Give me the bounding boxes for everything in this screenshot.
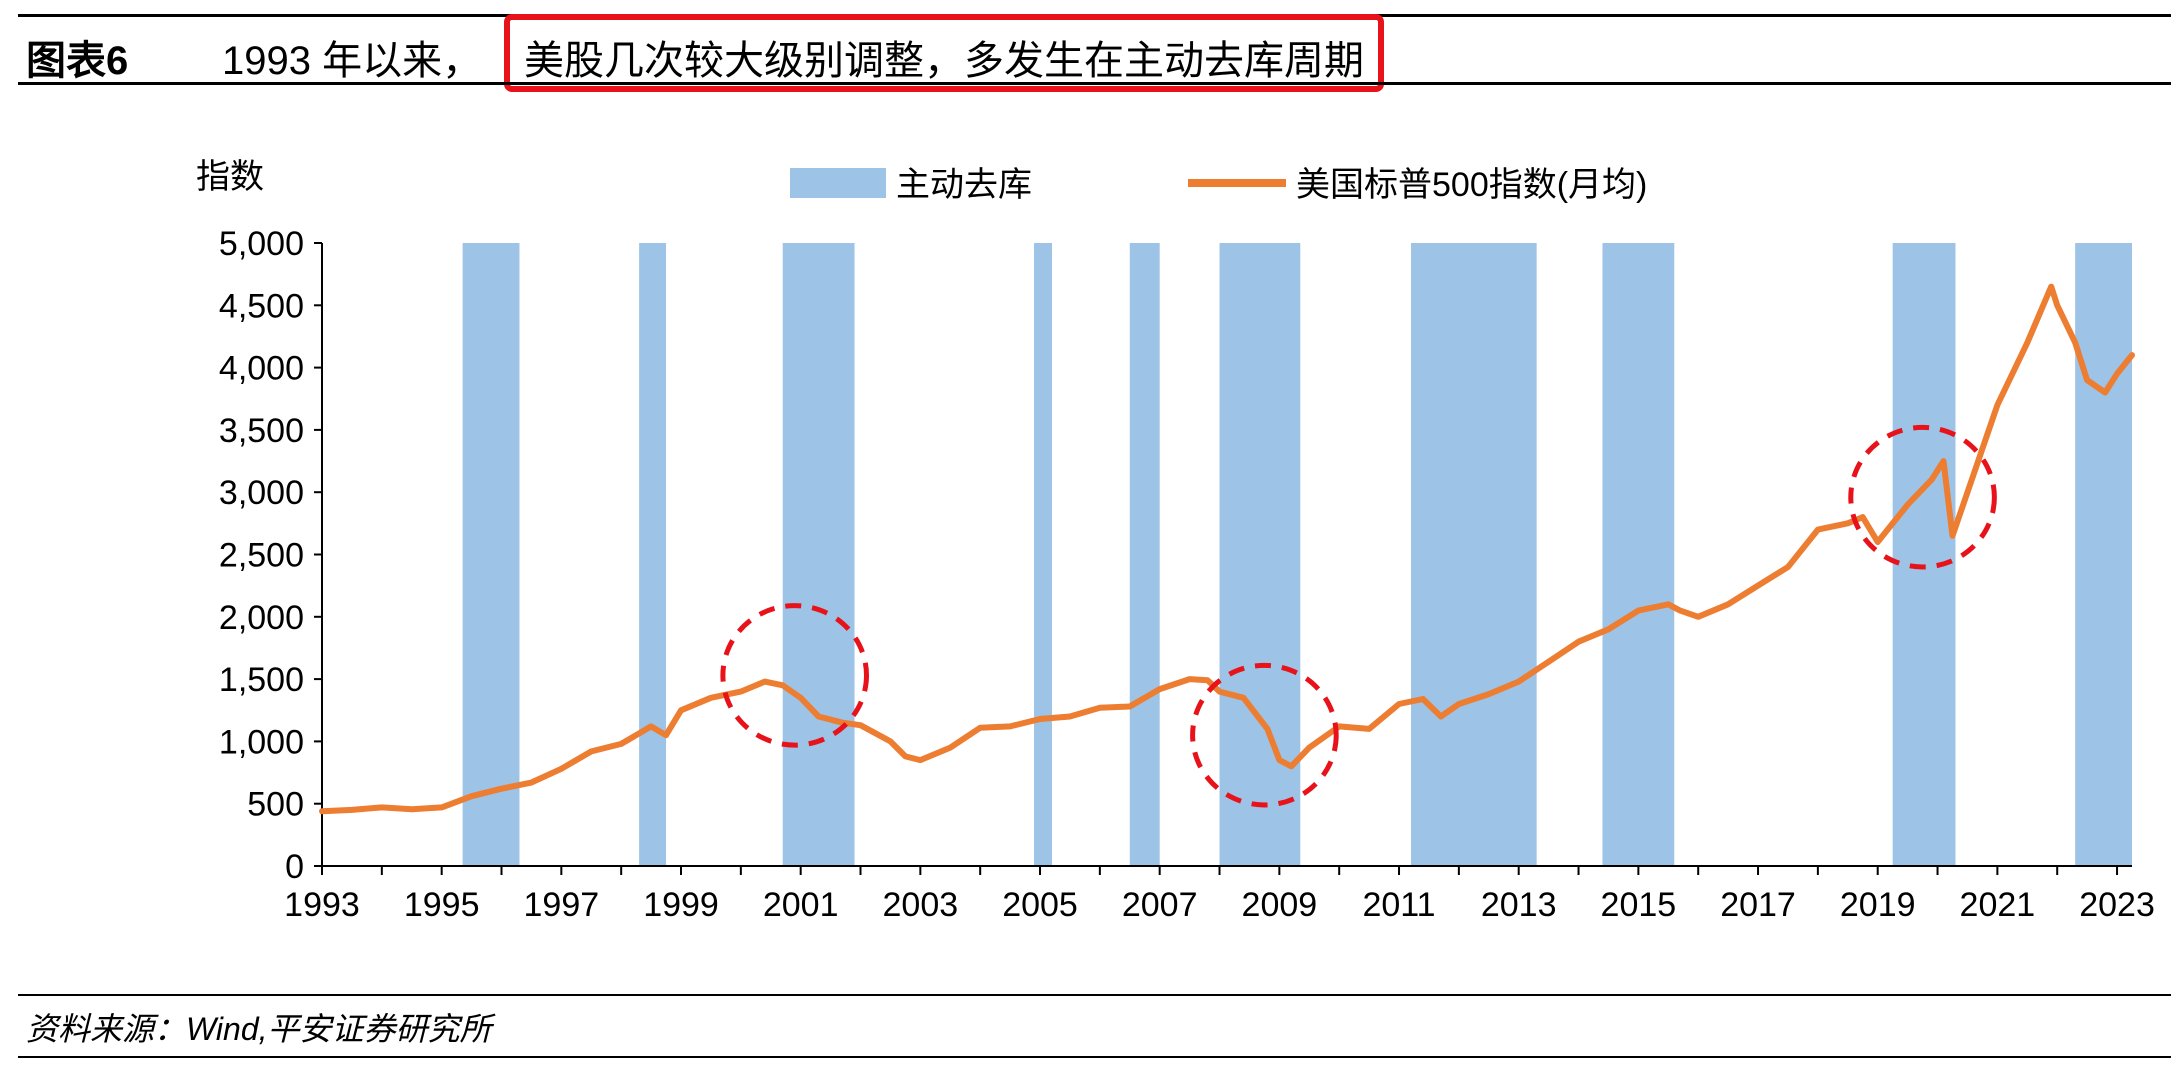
x-tick-label-10: 2013 [1481, 886, 1557, 924]
y-tick-label-7: 3,500 [219, 412, 304, 450]
series-line-0 [319, 283, 2135, 815]
y-tick-label-0: 0 [285, 848, 304, 886]
x-tick-label-15: 2023 [2079, 886, 2155, 924]
x-tick-label-2: 1997 [524, 886, 600, 924]
shaded-period-7 [1602, 243, 1675, 866]
title-highlight-box: 美股几次较大级别调整，多发生在主动去库周期 [504, 14, 1384, 92]
y-tick-label-1: 500 [247, 786, 304, 824]
x-tick-label-11: 2015 [1601, 886, 1677, 924]
title-prefix: 1993 年以来， [222, 39, 483, 83]
shaded-period-3 [1034, 243, 1052, 866]
shaded-period-1 [639, 243, 667, 866]
annotation-circle-1 [1190, 662, 1339, 808]
sp500-inventory-chart: 0 500 1,000 1,500 2,000 2,500 3,000 3,500 4,000 4… [196, 158, 2155, 924]
y-tick-label-5: 2,500 [219, 537, 304, 575]
x-tick-label-7: 2007 [1122, 886, 1198, 924]
y-tick-label-3: 1,500 [219, 661, 304, 699]
x-tick-label-8: 2009 [1242, 886, 1318, 924]
header-bottom-rule [18, 82, 2171, 85]
axes: 0 500 1,000 1,500 2,000 2,500 3,000 3,500 4,000 4… [196, 158, 2155, 924]
x-tick-label-1: 1995 [404, 886, 480, 924]
y-tick-label-4: 2,000 [219, 599, 304, 637]
x-tick-label-12: 2017 [1720, 886, 1796, 924]
figure-header: 图表6 1993 年以来， 美股几次较大级别调整，多发生在主动去库周期 [0, 0, 2171, 92]
x-tick-label-4: 2001 [763, 886, 839, 924]
series-line [319, 283, 2135, 815]
shaded-period-6 [1410, 243, 1537, 866]
x-tick-label-6: 2005 [1002, 886, 1078, 924]
shaded-periods [462, 243, 2132, 866]
legend-label-destocking: 主动去库 [896, 166, 1032, 204]
y-tick-label-10: 5,000 [219, 225, 304, 263]
x-tick-label-13: 2019 [1840, 886, 1916, 924]
annotations [720, 424, 1997, 808]
y-tick-label-6: 3,000 [219, 474, 304, 512]
title-highlight-text: 美股几次较大级别调整，多发生在主动去库周期 [524, 39, 1364, 83]
annotation-circle-0 [720, 603, 869, 748]
shaded-period-0 [462, 243, 520, 866]
x-tick-label-5: 2003 [883, 886, 959, 924]
annotation-circle-2 [1848, 424, 1997, 570]
footer-top-rule [18, 994, 2171, 996]
figure-label: 图表6 [26, 39, 129, 83]
y-tick-label-9: 4,500 [219, 287, 304, 325]
shaded-period-9 [2075, 243, 2132, 866]
y-axis-title: 指数 [196, 158, 264, 196]
shaded-period-8 [1892, 243, 1956, 866]
shaded-period-2 [782, 243, 855, 866]
source-note: 资料来源：Wind,平安证券研究所 [26, 1011, 492, 1047]
legend: 主动去库 美国标普500指数(月均) [790, 166, 1647, 204]
x-tick-label-0: 1993 [284, 886, 360, 924]
x-tick-label-14: 2021 [1960, 886, 2036, 924]
y-tick-label-8: 4,000 [219, 350, 304, 388]
legend-swatch-destocking [790, 168, 886, 198]
footer-bottom-rule [18, 1056, 2171, 1058]
x-tick-label-3: 1999 [643, 886, 719, 924]
shaded-period-4 [1129, 243, 1160, 866]
x-tick-label-9: 2011 [1362, 886, 1435, 924]
y-tick-label-2: 1,000 [219, 723, 304, 761]
shaded-period-5 [1219, 243, 1301, 866]
legend-label-sp500: 美国标普500指数(月均) [1296, 166, 1647, 204]
